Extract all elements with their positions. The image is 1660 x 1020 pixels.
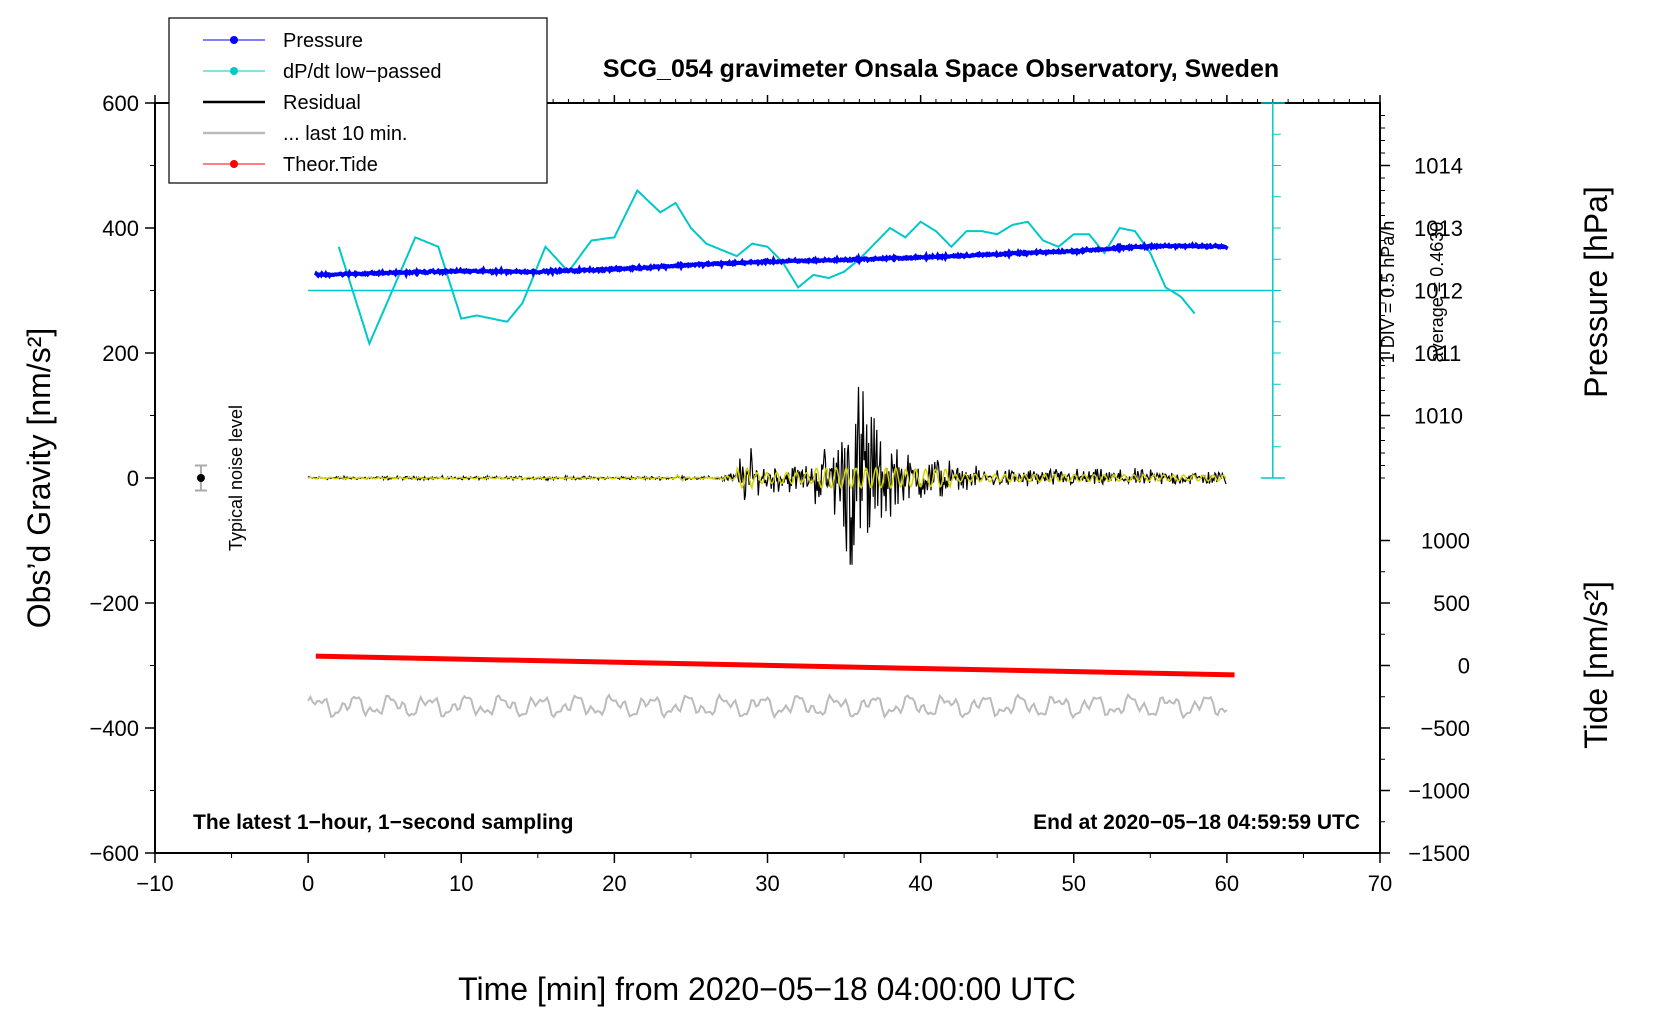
x-tick-label: 60 <box>1215 871 1239 896</box>
x-tick-label: 10 <box>449 871 473 896</box>
pressure-tick-label: 1014 <box>1414 154 1463 179</box>
x-axis: −10 0 10 20 30 40 50 60 70 <box>136 95 1392 896</box>
legend-label: ... last 10 min. <box>283 123 408 145</box>
y-tick-label: 400 <box>102 216 139 241</box>
series-dpdt <box>337 188 1196 347</box>
noise-point <box>196 474 205 482</box>
tide-tick-label: 500 <box>1433 591 1470 616</box>
legend-marker <box>230 160 238 168</box>
dpdt-average-label: average = 0.4630 <box>1427 222 1447 363</box>
series-residual <box>307 386 1227 565</box>
x-tick-label: 30 <box>755 871 779 896</box>
chart-title: SCG_054 gravimeter Onsala Space Observat… <box>603 55 1279 83</box>
y-tick-label: 200 <box>102 341 139 366</box>
x-tick-label: 20 <box>602 871 626 896</box>
pressure-axis: 1010 1011 1012 1013 1014 <box>1380 115 1463 479</box>
y-tick-label: −400 <box>89 716 139 741</box>
left-y-axis: 600 400 200 0 −200 −400 −600 <box>89 91 155 866</box>
y-tick-label: 0 <box>127 466 139 491</box>
y-tick-label: 600 <box>102 91 139 116</box>
legend-box <box>168 17 548 184</box>
tide-tick-label: 1000 <box>1421 529 1470 554</box>
tide-tick-label: 0 <box>1458 654 1470 679</box>
y-tick-label: −600 <box>89 841 139 866</box>
series-layer <box>307 188 1273 720</box>
y-tick-label: −200 <box>89 591 139 616</box>
series-residual-filtered <box>307 465 1227 491</box>
end-time-note: End at 2020−05−18 04:59:59 UTC <box>1033 811 1360 834</box>
noise-marker <box>194 464 207 492</box>
pressure-tick-label: 1010 <box>1414 404 1463 429</box>
legend-label: Residual <box>283 92 361 114</box>
legend-label: dP/dt low−passed <box>283 61 441 83</box>
tide-tick-label: −1000 <box>1408 779 1470 804</box>
series-last-10-min <box>307 692 1228 720</box>
tide-tick-label: −1500 <box>1408 841 1470 866</box>
x-tick-label: 50 <box>1062 871 1086 896</box>
legend-label: Theor.Tide <box>283 154 378 176</box>
noise-label: Typical noise level <box>226 405 246 551</box>
left-y-axis-label: Obs’d Gravity [nm/s²] <box>21 328 57 629</box>
legend-marker <box>230 67 238 75</box>
series-theor-tide <box>315 653 1235 678</box>
sampling-note: The latest 1−hour, 1−second sampling <box>193 811 573 834</box>
pressure-tick-label: 1012 <box>1414 279 1463 304</box>
pressure-axis-label: Pressure [hPa] <box>1578 186 1614 398</box>
x-tick-label: 70 <box>1368 871 1392 896</box>
tide-axis: 1000 500 0 −500 −1000 −1500 <box>1380 529 1470 866</box>
x-tick-label: 0 <box>302 871 314 896</box>
legend: Pressure dP/dt low−passed Residual ... last… <box>168 17 548 184</box>
series-pressure <box>313 241 1229 280</box>
x-tick-label: 40 <box>908 871 932 896</box>
pressure-tick-label: 1011 <box>1414 341 1461 366</box>
pressure-tick-label: 1013 <box>1414 216 1463 241</box>
x-axis-label: Time [min] from 2020−05−18 04:00:00 UTC <box>458 971 1076 1007</box>
legend-marker <box>230 36 238 44</box>
dpdt-div-label: 1 DIV = 0.5 hPa/h <box>1378 221 1398 364</box>
tide-tick-label: −500 <box>1420 716 1470 741</box>
tide-axis-label: Tide [nm/s²] <box>1578 581 1614 749</box>
x-tick-label: −10 <box>136 871 173 896</box>
legend-label: Pressure <box>283 30 363 52</box>
